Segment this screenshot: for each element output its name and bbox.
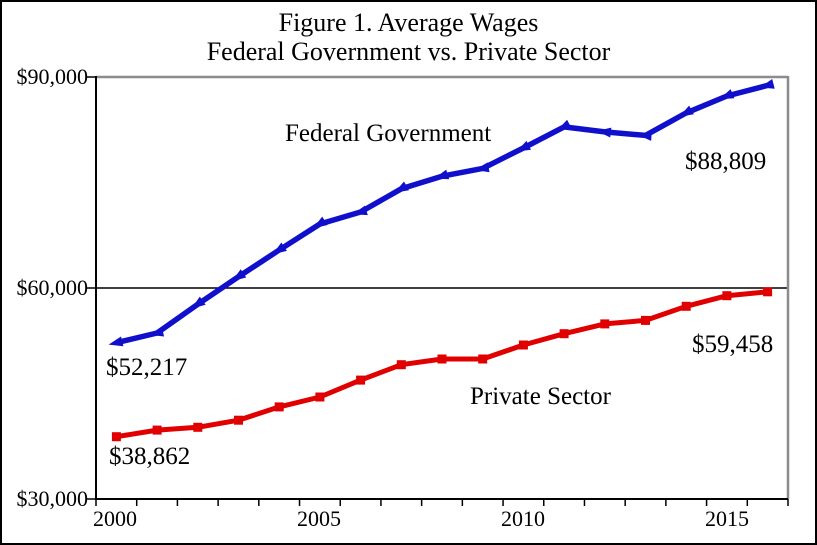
y-axis-label-30000: $30,000 <box>16 486 89 511</box>
chart-title: Figure 1. Average Wages <box>278 8 539 37</box>
data-point-marker-2008 <box>437 354 447 364</box>
x-axis-label-2005: 2005 <box>297 506 341 531</box>
data-point-marker-2015 <box>719 89 735 100</box>
federal-government-series <box>108 79 775 347</box>
series-line <box>115 289 768 440</box>
data-point-marker-2002 <box>191 296 206 309</box>
data-point-marker-2008 <box>434 169 450 180</box>
annotation-federal-2000-value: $52,217 <box>106 354 188 381</box>
x-axis-label-2015: 2015 <box>705 506 749 531</box>
y-axis-label-90000: $90,000 <box>16 64 89 89</box>
data-point-marker-2003 <box>234 415 243 425</box>
data-point-marker-2000 <box>108 336 124 347</box>
private-sector-series <box>111 287 773 442</box>
series-label-federal-government: Federal Government <box>285 120 492 147</box>
data-point-marker-2006 <box>356 375 366 385</box>
data-point-marker-2005 <box>313 216 328 229</box>
data-point-marker-2010 <box>518 340 528 350</box>
data-point-marker-2010 <box>516 140 531 152</box>
data-point-marker-2013 <box>637 130 652 141</box>
data-point-marker-2011 <box>557 119 572 131</box>
data-point-marker-2007 <box>394 181 409 193</box>
data-point-marker-2009 <box>478 354 488 364</box>
y-axis-label-60000: $60,000 <box>16 275 89 300</box>
data-point-marker-2014 <box>681 301 691 311</box>
data-point-marker-2001 <box>152 425 162 435</box>
data-point-marker-2015 <box>722 291 732 301</box>
data-point-marker-2013 <box>641 315 650 325</box>
x-axis-label-2000: 2000 <box>93 506 137 531</box>
data-point-marker-2004 <box>274 402 284 412</box>
data-point-marker-2012 <box>600 319 610 329</box>
data-point-marker-2007 <box>396 360 406 370</box>
data-point-marker-2016 <box>759 79 775 89</box>
series-label-private-sector: Private Sector <box>470 383 611 410</box>
data-point-marker-2005 <box>315 392 325 402</box>
data-point-marker-2004 <box>272 242 287 255</box>
data-point-marker-2006 <box>352 205 368 216</box>
chart-subtitle: Federal Government vs. Private Sector <box>206 37 611 66</box>
data-point-marker-2012 <box>596 127 612 138</box>
data-point-marker-2016 <box>763 287 773 297</box>
x-axis-label-2010: 2010 <box>501 506 545 531</box>
data-point-marker-2014 <box>679 105 694 117</box>
annotation-private-2000-value: $38,862 <box>109 443 191 470</box>
annotation-federal-2016-value: $88,809 <box>685 148 767 175</box>
data-point-marker-2000 <box>111 432 121 442</box>
data-point-marker-2001 <box>149 326 165 337</box>
data-point-marker-2011 <box>559 329 569 339</box>
data-point-marker-2009 <box>474 162 490 173</box>
data-point-marker-2002 <box>193 422 203 432</box>
data-point-marker-2003 <box>231 269 247 282</box>
annotation-private-2016-value: $59,458 <box>692 331 774 358</box>
